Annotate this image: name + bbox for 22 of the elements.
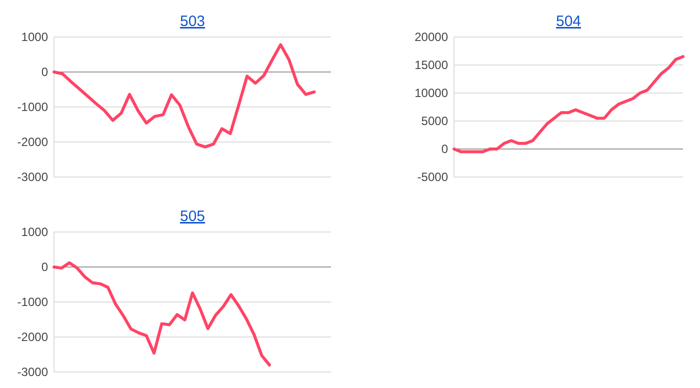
y-tick-label: -3000 bbox=[17, 365, 48, 380]
y-tick-label: 0 bbox=[41, 65, 48, 80]
y-tick-label: 10000 bbox=[414, 86, 448, 100]
y-tick-label: 0 bbox=[41, 260, 48, 274]
y-tick-label: 0 bbox=[441, 142, 448, 156]
line-series bbox=[52, 43, 316, 148]
y-tick-label: -2000 bbox=[17, 135, 48, 150]
y-tick-label: 15000 bbox=[414, 58, 448, 72]
line-series bbox=[452, 55, 684, 154]
y-tick-label: 1000 bbox=[21, 225, 48, 240]
chart-title: 503 bbox=[180, 13, 206, 30]
y-tick-label: -2000 bbox=[17, 330, 48, 344]
y-tick-label: -1000 bbox=[17, 295, 48, 310]
y-tick-label: 1000 bbox=[21, 30, 48, 44]
chart-title: 504 bbox=[556, 13, 582, 30]
chart-title: 505 bbox=[180, 208, 206, 225]
y-tick-label: 20000 bbox=[414, 30, 448, 44]
y-tick-label: -1000 bbox=[17, 100, 48, 114]
y-tick-label: -3000 bbox=[17, 170, 48, 184]
line-series bbox=[52, 261, 271, 366]
y-tick-label: 5000 bbox=[421, 114, 448, 128]
y-tick-label: -5000 bbox=[417, 170, 448, 184]
